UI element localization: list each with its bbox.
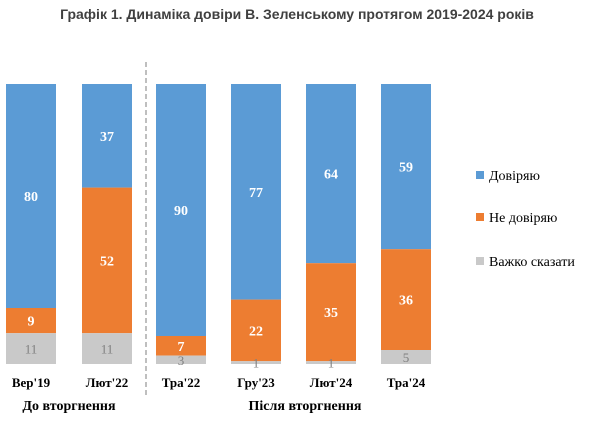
bar-hard-to-say-1 bbox=[82, 333, 132, 364]
data-label-hard-to-say-0: 11 bbox=[25, 342, 38, 357]
bar-hard-to-say-3 bbox=[231, 361, 281, 364]
bar-trust-0 bbox=[6, 84, 56, 308]
legend-swatch-distrust bbox=[476, 213, 484, 221]
data-label-hard-to-say-1: 11 bbox=[101, 342, 114, 357]
x-tick-label-1: Лют'22 bbox=[86, 375, 128, 390]
bar-trust-5 bbox=[381, 84, 431, 250]
data-label-trust-5: 59 bbox=[399, 161, 413, 176]
data-label-distrust-4: 35 bbox=[324, 306, 338, 321]
bar-hard-to-say-2 bbox=[156, 355, 206, 364]
bar-trust-2 bbox=[156, 84, 206, 336]
bar-trust-1 bbox=[82, 84, 132, 188]
data-label-trust-3: 77 bbox=[249, 186, 263, 201]
bar-hard-to-say-5 bbox=[381, 350, 431, 364]
data-label-trust-2: 90 bbox=[174, 204, 188, 219]
data-label-trust-0: 80 bbox=[24, 190, 38, 205]
data-label-distrust-3: 22 bbox=[249, 324, 263, 339]
bar-distrust-3 bbox=[231, 299, 281, 362]
bar-distrust-0 bbox=[6, 308, 56, 334]
x-tick-label-4: Лют'24 bbox=[310, 375, 353, 390]
data-label-distrust-2: 7 bbox=[178, 340, 185, 355]
x-tick-label-2: Тра'22 bbox=[162, 375, 201, 390]
bar-distrust-4 bbox=[306, 263, 356, 362]
legend-label-trust: Довіряю bbox=[489, 169, 540, 184]
chart-title: Графік 1. Динаміка довіри В. Зеленському… bbox=[60, 6, 534, 22]
data-label-distrust-5: 36 bbox=[399, 294, 413, 309]
x-tick-label-0: Вер'19 bbox=[12, 375, 51, 390]
x-axis-ticks: Вер'19 Лют'22 Тра'22 Гру'23 Лют'24 Тра'24 bbox=[12, 375, 426, 390]
group-label-post-invasion: Після вторгнення bbox=[249, 399, 362, 414]
data-label-hard-to-say-3: 1 bbox=[253, 356, 260, 371]
legend-swatch-hard-to-say bbox=[476, 257, 484, 265]
legend-swatch-trust bbox=[476, 171, 484, 179]
bar-distrust-2 bbox=[156, 336, 206, 356]
bar-hard-to-say-4 bbox=[306, 361, 356, 364]
data-label-hard-to-say-4: 1 bbox=[328, 356, 335, 371]
bar-distrust-1 bbox=[82, 187, 132, 334]
x-tick-label-3: Гру'23 bbox=[237, 375, 275, 390]
x-tick-label-5: Тра'24 bbox=[387, 375, 426, 390]
bar-trust-3 bbox=[231, 84, 281, 300]
data-label-hard-to-say-5: 5 bbox=[403, 350, 410, 365]
group-label-pre-invasion: До вторгнення bbox=[22, 399, 116, 414]
data-label-trust-4: 64 bbox=[324, 168, 338, 183]
bar-trust-4 bbox=[306, 84, 356, 264]
data-label-distrust-0: 9 bbox=[28, 315, 35, 330]
data-label-hard-to-say-2: 3 bbox=[178, 353, 185, 368]
bars-layer bbox=[6, 84, 431, 364]
labels-layer: 80 9 11 37 52 11 90 73 77 22 1 64 35 1 59 36 5 bbox=[24, 130, 413, 371]
legend-label-distrust: Не довіряю bbox=[489, 211, 557, 226]
data-label-trust-1: 37 bbox=[100, 130, 114, 145]
data-label-distrust-1: 52 bbox=[100, 254, 114, 269]
legend-label-hard-to-say: Важко сказати bbox=[489, 255, 575, 270]
legend: Довіряю Не довіряю Важко сказати bbox=[476, 169, 575, 270]
bar-hard-to-say-0 bbox=[6, 333, 56, 364]
bar-distrust-5 bbox=[381, 249, 431, 350]
